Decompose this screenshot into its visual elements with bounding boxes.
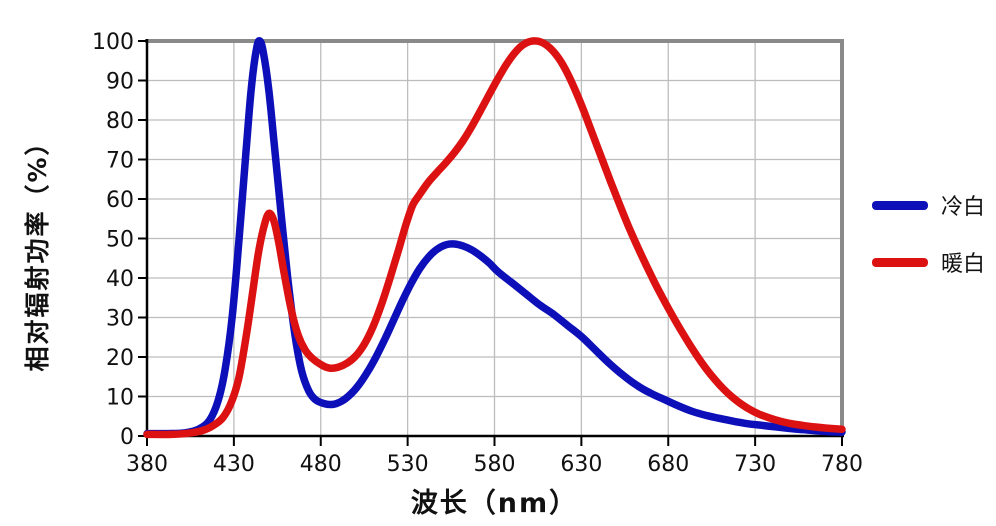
y-tick-label-30: 30 xyxy=(106,307,134,332)
y-axis-title: 相对辐射功率（%） xyxy=(23,128,52,372)
y-tick-label-0: 0 xyxy=(120,425,134,450)
y-tick-label-90: 90 xyxy=(106,70,134,95)
y-tick-label-10: 10 xyxy=(106,386,134,411)
series-line-1 xyxy=(143,37,846,439)
y-tick-label-60: 60 xyxy=(106,188,134,213)
legend: 冷白 暖白 xyxy=(872,188,985,279)
x-tick-label-580: 580 xyxy=(474,452,516,477)
legend-item-warm-white: 暖白 xyxy=(872,245,985,279)
y-tick-label-70: 70 xyxy=(106,149,134,174)
x-axis-title: 波长（nm） xyxy=(410,488,579,519)
x-tick-label-680: 680 xyxy=(647,452,689,477)
legend-item-cool-white: 冷白 xyxy=(872,188,985,222)
y-tick-label-40: 40 xyxy=(106,267,134,292)
y-tick-label-100: 100 xyxy=(92,30,134,55)
x-tick-label-730: 730 xyxy=(734,452,776,477)
legend-label-warm-white: 暖白 xyxy=(941,252,986,277)
x-tick-label-480: 480 xyxy=(300,452,342,477)
y-tick-label-80: 80 xyxy=(106,109,134,134)
series-line-0 xyxy=(143,37,846,438)
x-tick-label-430: 430 xyxy=(213,452,255,477)
y-tick-label-50: 50 xyxy=(106,228,134,253)
warm-white-line-swatch xyxy=(872,257,928,267)
cool-white-line-swatch xyxy=(872,200,928,210)
x-tick-label-530: 530 xyxy=(387,452,429,477)
x-tick-label-630: 630 xyxy=(560,452,602,477)
x-tick-label-780: 780 xyxy=(821,452,863,477)
y-tick-label-20: 20 xyxy=(106,346,134,371)
x-tick-label-380: 380 xyxy=(126,452,168,477)
legend-label-cool-white: 冷白 xyxy=(941,195,986,220)
